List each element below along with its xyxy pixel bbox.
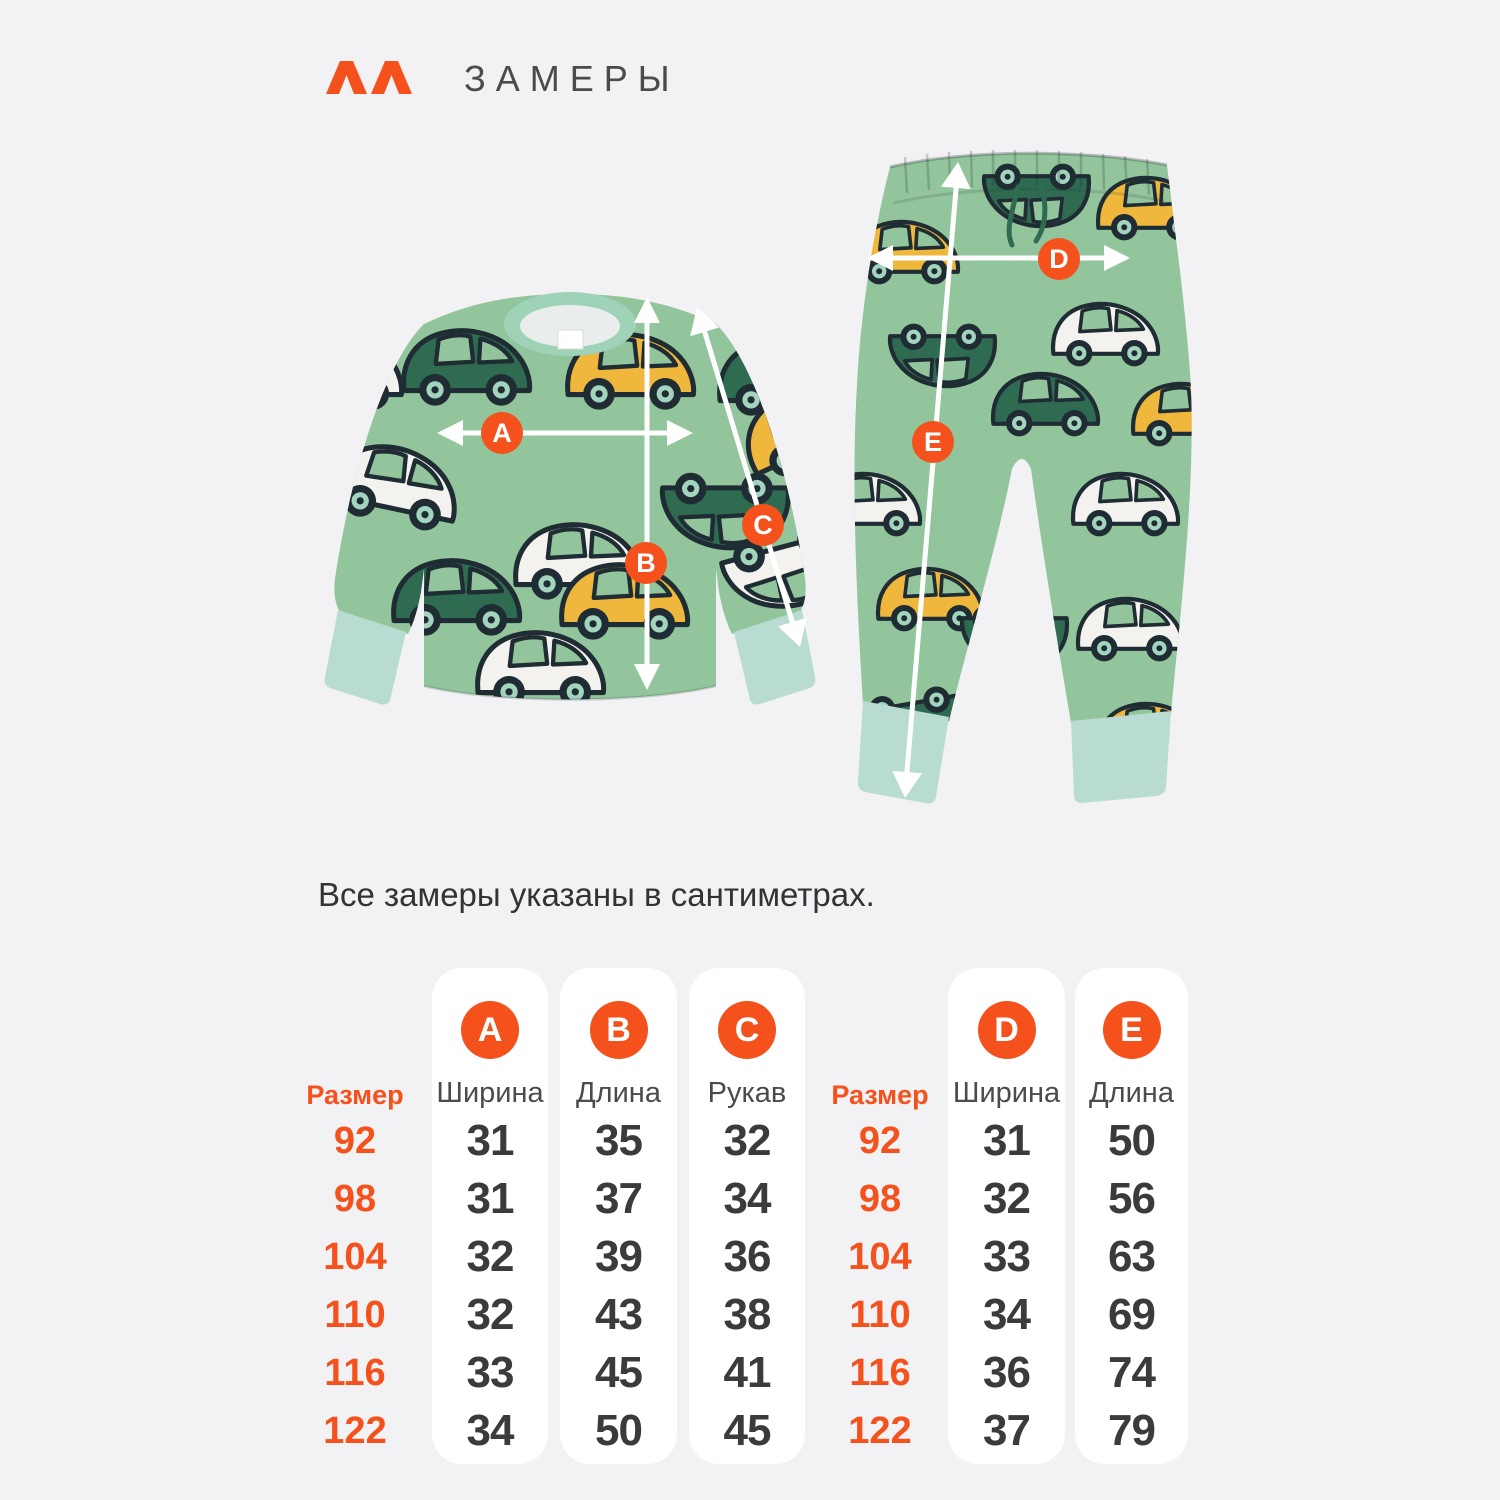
column-d-badge: D — [977, 1001, 1036, 1059]
column-c-label: Рукав — [707, 1077, 787, 1109]
size-value: 104 — [848, 1235, 912, 1278]
size-value: 104 — [323, 1235, 387, 1278]
size-value: 116 — [324, 1351, 386, 1394]
cell-value: 69 — [1108, 1290, 1156, 1339]
pants-size-column: Размер 92 98 104 110 116 122 — [830, 968, 930, 1464]
marker-d: D — [1038, 238, 1080, 280]
cell-value: 37 — [983, 1406, 1031, 1455]
measure-arrow-e — [892, 162, 971, 798]
cell-value: 36 — [723, 1232, 772, 1281]
cell-value: 34 — [983, 1290, 1031, 1339]
column-b-length: B Длина 35 37 39 43 45 50 — [560, 968, 677, 1464]
cell-value: 39 — [595, 1232, 643, 1281]
cell-value: 33 — [466, 1348, 515, 1397]
cell-value: 32 — [466, 1290, 515, 1339]
cell-value: 35 — [595, 1116, 643, 1165]
cell-value: 32 — [983, 1174, 1031, 1223]
page-title: ЗАМЕРЫ — [464, 58, 680, 99]
cell-value: 36 — [983, 1348, 1031, 1397]
column-b-badge: B — [589, 1001, 648, 1059]
cell-value: 56 — [1108, 1174, 1156, 1223]
svg-text:C: C — [753, 510, 773, 540]
cell-value: 32 — [723, 1116, 772, 1165]
cell-value: 63 — [1108, 1232, 1156, 1281]
drawstring — [1006, 184, 1048, 248]
pajama-shirt-photo: A B C — [324, 292, 816, 705]
svg-text:E: E — [924, 427, 942, 457]
pants-right-cuff — [1071, 711, 1171, 803]
column-d-label: Ширина — [952, 1077, 1061, 1109]
cell-value: 43 — [595, 1290, 643, 1339]
svg-text:B: B — [636, 548, 656, 578]
cell-value: 32 — [466, 1232, 515, 1281]
cell-value: 33 — [983, 1232, 1031, 1281]
size-value: 110 — [324, 1293, 386, 1336]
waistband — [889, 150, 1168, 205]
pajama-pants-photo: D E — [854, 150, 1192, 804]
cell-value: 38 — [723, 1290, 772, 1339]
size-value: 92 — [858, 1119, 902, 1162]
cell-value: 34 — [723, 1174, 772, 1223]
svg-text:A: A — [492, 418, 512, 448]
measure-arrow-b — [634, 297, 660, 690]
column-c-badge: C — [718, 1001, 776, 1059]
column-b-label: Длина — [576, 1077, 661, 1109]
cell-value: 31 — [466, 1116, 515, 1165]
svg-text:D: D — [1049, 244, 1069, 274]
size-value: 98 — [858, 1177, 902, 1220]
cell-value: 50 — [1108, 1116, 1156, 1165]
measure-arrow-c — [690, 307, 807, 647]
units-note: Все замеры указаны в сантиметрах. — [318, 876, 875, 913]
cell-value: 31 — [466, 1174, 515, 1223]
column-a-label: Ширина — [436, 1077, 544, 1109]
size-header: Размер — [831, 1080, 929, 1110]
cell-value: 74 — [1108, 1348, 1156, 1397]
size-header: Размер — [306, 1080, 404, 1110]
marker-a: A — [481, 412, 523, 454]
cell-value: 45 — [723, 1406, 772, 1455]
column-a-width: A Ширина 31 31 32 32 33 34 — [432, 968, 548, 1464]
size-value: 110 — [849, 1293, 911, 1336]
pants-left-cuff — [857, 701, 949, 804]
size-value: 92 — [333, 1119, 377, 1162]
column-e-badge: E — [1102, 1001, 1161, 1059]
cell-value: 79 — [1108, 1406, 1156, 1455]
column-e-label: Длина — [1089, 1077, 1174, 1109]
size-value: 116 — [849, 1351, 911, 1394]
cell-value: 45 — [595, 1348, 643, 1397]
brand-logo-icon — [326, 61, 412, 94]
shirt-left-cuff — [324, 610, 406, 705]
cell-value: 41 — [723, 1348, 772, 1397]
column-a-badge: A — [461, 1001, 519, 1059]
column-d-width: D Ширина 31 32 33 34 36 37 — [948, 968, 1065, 1464]
column-c-sleeve: C Рукав 32 34 36 38 41 45 — [689, 968, 805, 1464]
column-e-length: E Длина 50 56 63 69 74 79 — [1075, 968, 1188, 1464]
care-tag — [557, 329, 584, 350]
size-value: 98 — [333, 1177, 377, 1220]
cell-value: 50 — [595, 1406, 643, 1455]
shirt-size-column: Размер 92 98 104 110 116 122 — [305, 968, 405, 1464]
size-value: 122 — [848, 1409, 912, 1452]
cell-value: 37 — [595, 1174, 643, 1223]
marker-b: B — [625, 542, 667, 584]
cell-value: 31 — [983, 1116, 1031, 1165]
cell-value: 34 — [466, 1406, 515, 1455]
size-value: 122 — [323, 1409, 387, 1452]
marker-e: E — [912, 421, 954, 463]
marker-c: C — [742, 504, 784, 546]
